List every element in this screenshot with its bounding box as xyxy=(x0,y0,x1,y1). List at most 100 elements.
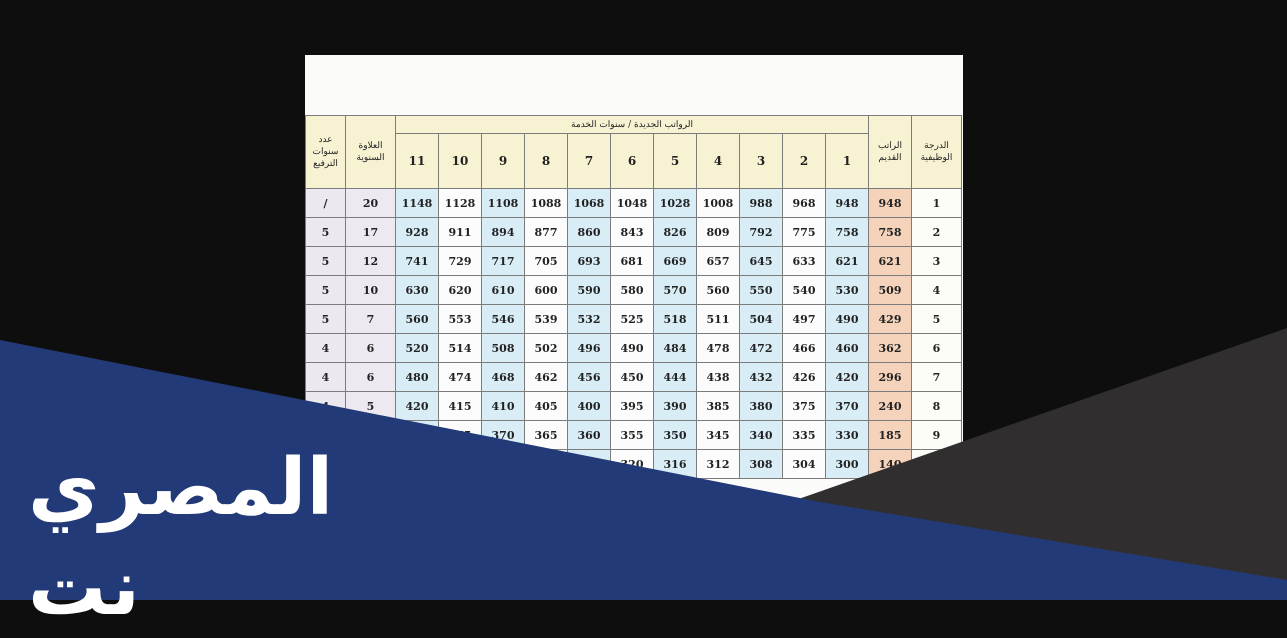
cell-new-salary: 395 xyxy=(610,391,654,421)
cell-new-salary: 681 xyxy=(610,246,654,276)
cell-new-salary: 877 xyxy=(524,217,568,247)
cell-old-salary: 509 xyxy=(868,275,912,305)
cell-old-salary: 240 xyxy=(868,391,912,421)
cell-years: 5 xyxy=(305,275,346,305)
cell-new-salary: 546 xyxy=(481,304,525,334)
cell-years: / xyxy=(305,188,346,218)
cell-new-salary: 693 xyxy=(567,246,611,276)
header-years: عدد سنوات الترفيع xyxy=(305,115,346,189)
table-row: 4 6 480 474 468 462 456 450 444 438 432 426 420 296 7 xyxy=(305,362,962,392)
cell-new-salary: 894 xyxy=(481,217,525,247)
header-old-salary: الراتب القديم xyxy=(868,115,912,189)
cell-old-salary: 429 xyxy=(868,304,912,334)
cell-new-salary: 490 xyxy=(610,333,654,363)
cell-grade: 1 xyxy=(911,188,962,218)
cell-new-salary: 304 xyxy=(782,449,826,479)
cell-new-salary: 410 xyxy=(481,391,525,421)
header-service-year: 9 xyxy=(481,133,525,189)
cell-new-salary: 560 xyxy=(395,304,439,334)
cell-new-salary: 370 xyxy=(825,391,869,421)
cell-new-salary: 792 xyxy=(739,217,783,247)
cell-new-salary: 444 xyxy=(653,362,697,392)
cell-grade: 2 xyxy=(911,217,962,247)
header-service-year: 2 xyxy=(782,133,826,189)
cell-old-salary: 185 xyxy=(868,420,912,450)
cell-new-salary: 508 xyxy=(481,333,525,363)
cell-new-salary: 456 xyxy=(567,362,611,392)
cell-new-salary: 511 xyxy=(696,304,740,334)
cell-grade: 6 xyxy=(911,333,962,363)
cell-new-salary: 539 xyxy=(524,304,568,334)
cell-new-salary: 630 xyxy=(395,275,439,305)
cell-new-salary: 621 xyxy=(825,246,869,276)
cell-new-salary: 335 xyxy=(782,420,826,450)
cell-new-salary: 948 xyxy=(825,188,869,218)
cell-new-salary: 1028 xyxy=(653,188,697,218)
cell-new-salary: 532 xyxy=(567,304,611,334)
cell-new-salary: 497 xyxy=(782,304,826,334)
cell-new-salary: 502 xyxy=(524,333,568,363)
cell-new-salary: 450 xyxy=(610,362,654,392)
cell-new-salary: 1108 xyxy=(481,188,525,218)
cell-new-salary: 968 xyxy=(782,188,826,218)
cell-new-salary: 350 xyxy=(653,420,697,450)
blue-banner xyxy=(0,340,1287,600)
header-service-year: 10 xyxy=(438,133,482,189)
table-row: /20 1148 1128 1108 1088 1068 1048 1028 1008 988 96… xyxy=(305,188,962,218)
cell-new-salary: 480 xyxy=(395,362,439,392)
cell-new-salary: 570 xyxy=(653,275,697,305)
cell-new-salary: 669 xyxy=(653,246,697,276)
cell-new-salary: 460 xyxy=(825,333,869,363)
cell-new-salary: 478 xyxy=(696,333,740,363)
cell-new-salary: 729 xyxy=(438,246,482,276)
cell-new-salary: 400 xyxy=(567,391,611,421)
cell-new-salary: 843 xyxy=(610,217,654,247)
cell-new-salary: 300 xyxy=(825,449,869,479)
cell-new-salary: 826 xyxy=(653,217,697,247)
cell-new-salary: 657 xyxy=(696,246,740,276)
header-service-year: 7 xyxy=(567,133,611,189)
header-service-year: 8 xyxy=(524,133,568,189)
cell-new-salary: 490 xyxy=(825,304,869,334)
cell-new-salary: 553 xyxy=(438,304,482,334)
cell-new-salary: 385 xyxy=(696,391,740,421)
cell-new-salary: 530 xyxy=(825,275,869,305)
cell-allowance: 17 xyxy=(345,217,396,247)
cell-old-salary: 621 xyxy=(868,246,912,276)
cell-years: 4 xyxy=(305,362,346,392)
header-service-year: 4 xyxy=(696,133,740,189)
cell-allowance: 6 xyxy=(345,333,396,363)
cell-new-salary: 540 xyxy=(782,275,826,305)
cell-new-salary: 645 xyxy=(739,246,783,276)
cell-years: 5 xyxy=(305,246,346,276)
header-service-year: 6 xyxy=(610,133,654,189)
cell-new-salary: 1048 xyxy=(610,188,654,218)
cell-new-salary: 345 xyxy=(696,420,740,450)
cell-allowance: 12 xyxy=(345,246,396,276)
cell-years: 5 xyxy=(305,217,346,247)
cell-new-salary: 330 xyxy=(825,420,869,450)
cell-new-salary: 610 xyxy=(481,275,525,305)
cell-old-salary: 758 xyxy=(868,217,912,247)
cell-new-salary: 590 xyxy=(567,275,611,305)
table-row: 5 12 741 729 717 705 693 681 669 657 645 633 621 621 3 xyxy=(305,246,962,276)
cell-years: 4 xyxy=(305,333,346,363)
header-service-year: 11 xyxy=(395,133,439,189)
header-service-year: 5 xyxy=(653,133,697,189)
cell-new-salary: 620 xyxy=(438,275,482,305)
table-row: 5 17 928 911 894 877 860 843 826 809 792 775 758 758 2 xyxy=(305,217,962,247)
cell-new-salary: 1128 xyxy=(438,188,482,218)
cell-new-salary: 415 xyxy=(438,391,482,421)
cell-allowance: 7 xyxy=(345,304,396,334)
cell-allowance: 10 xyxy=(345,275,396,305)
cell-old-salary: 362 xyxy=(868,333,912,363)
cell-new-salary: 1088 xyxy=(524,188,568,218)
cell-old-salary: 296 xyxy=(868,362,912,392)
header-grade: الدرجة الوظيفية xyxy=(911,115,962,189)
cell-new-salary: 466 xyxy=(782,333,826,363)
cell-new-salary: 474 xyxy=(438,362,482,392)
cell-grade: 5 xyxy=(911,304,962,334)
cell-new-salary: 468 xyxy=(481,362,525,392)
cell-new-salary: 420 xyxy=(825,362,869,392)
cell-new-salary: 860 xyxy=(567,217,611,247)
